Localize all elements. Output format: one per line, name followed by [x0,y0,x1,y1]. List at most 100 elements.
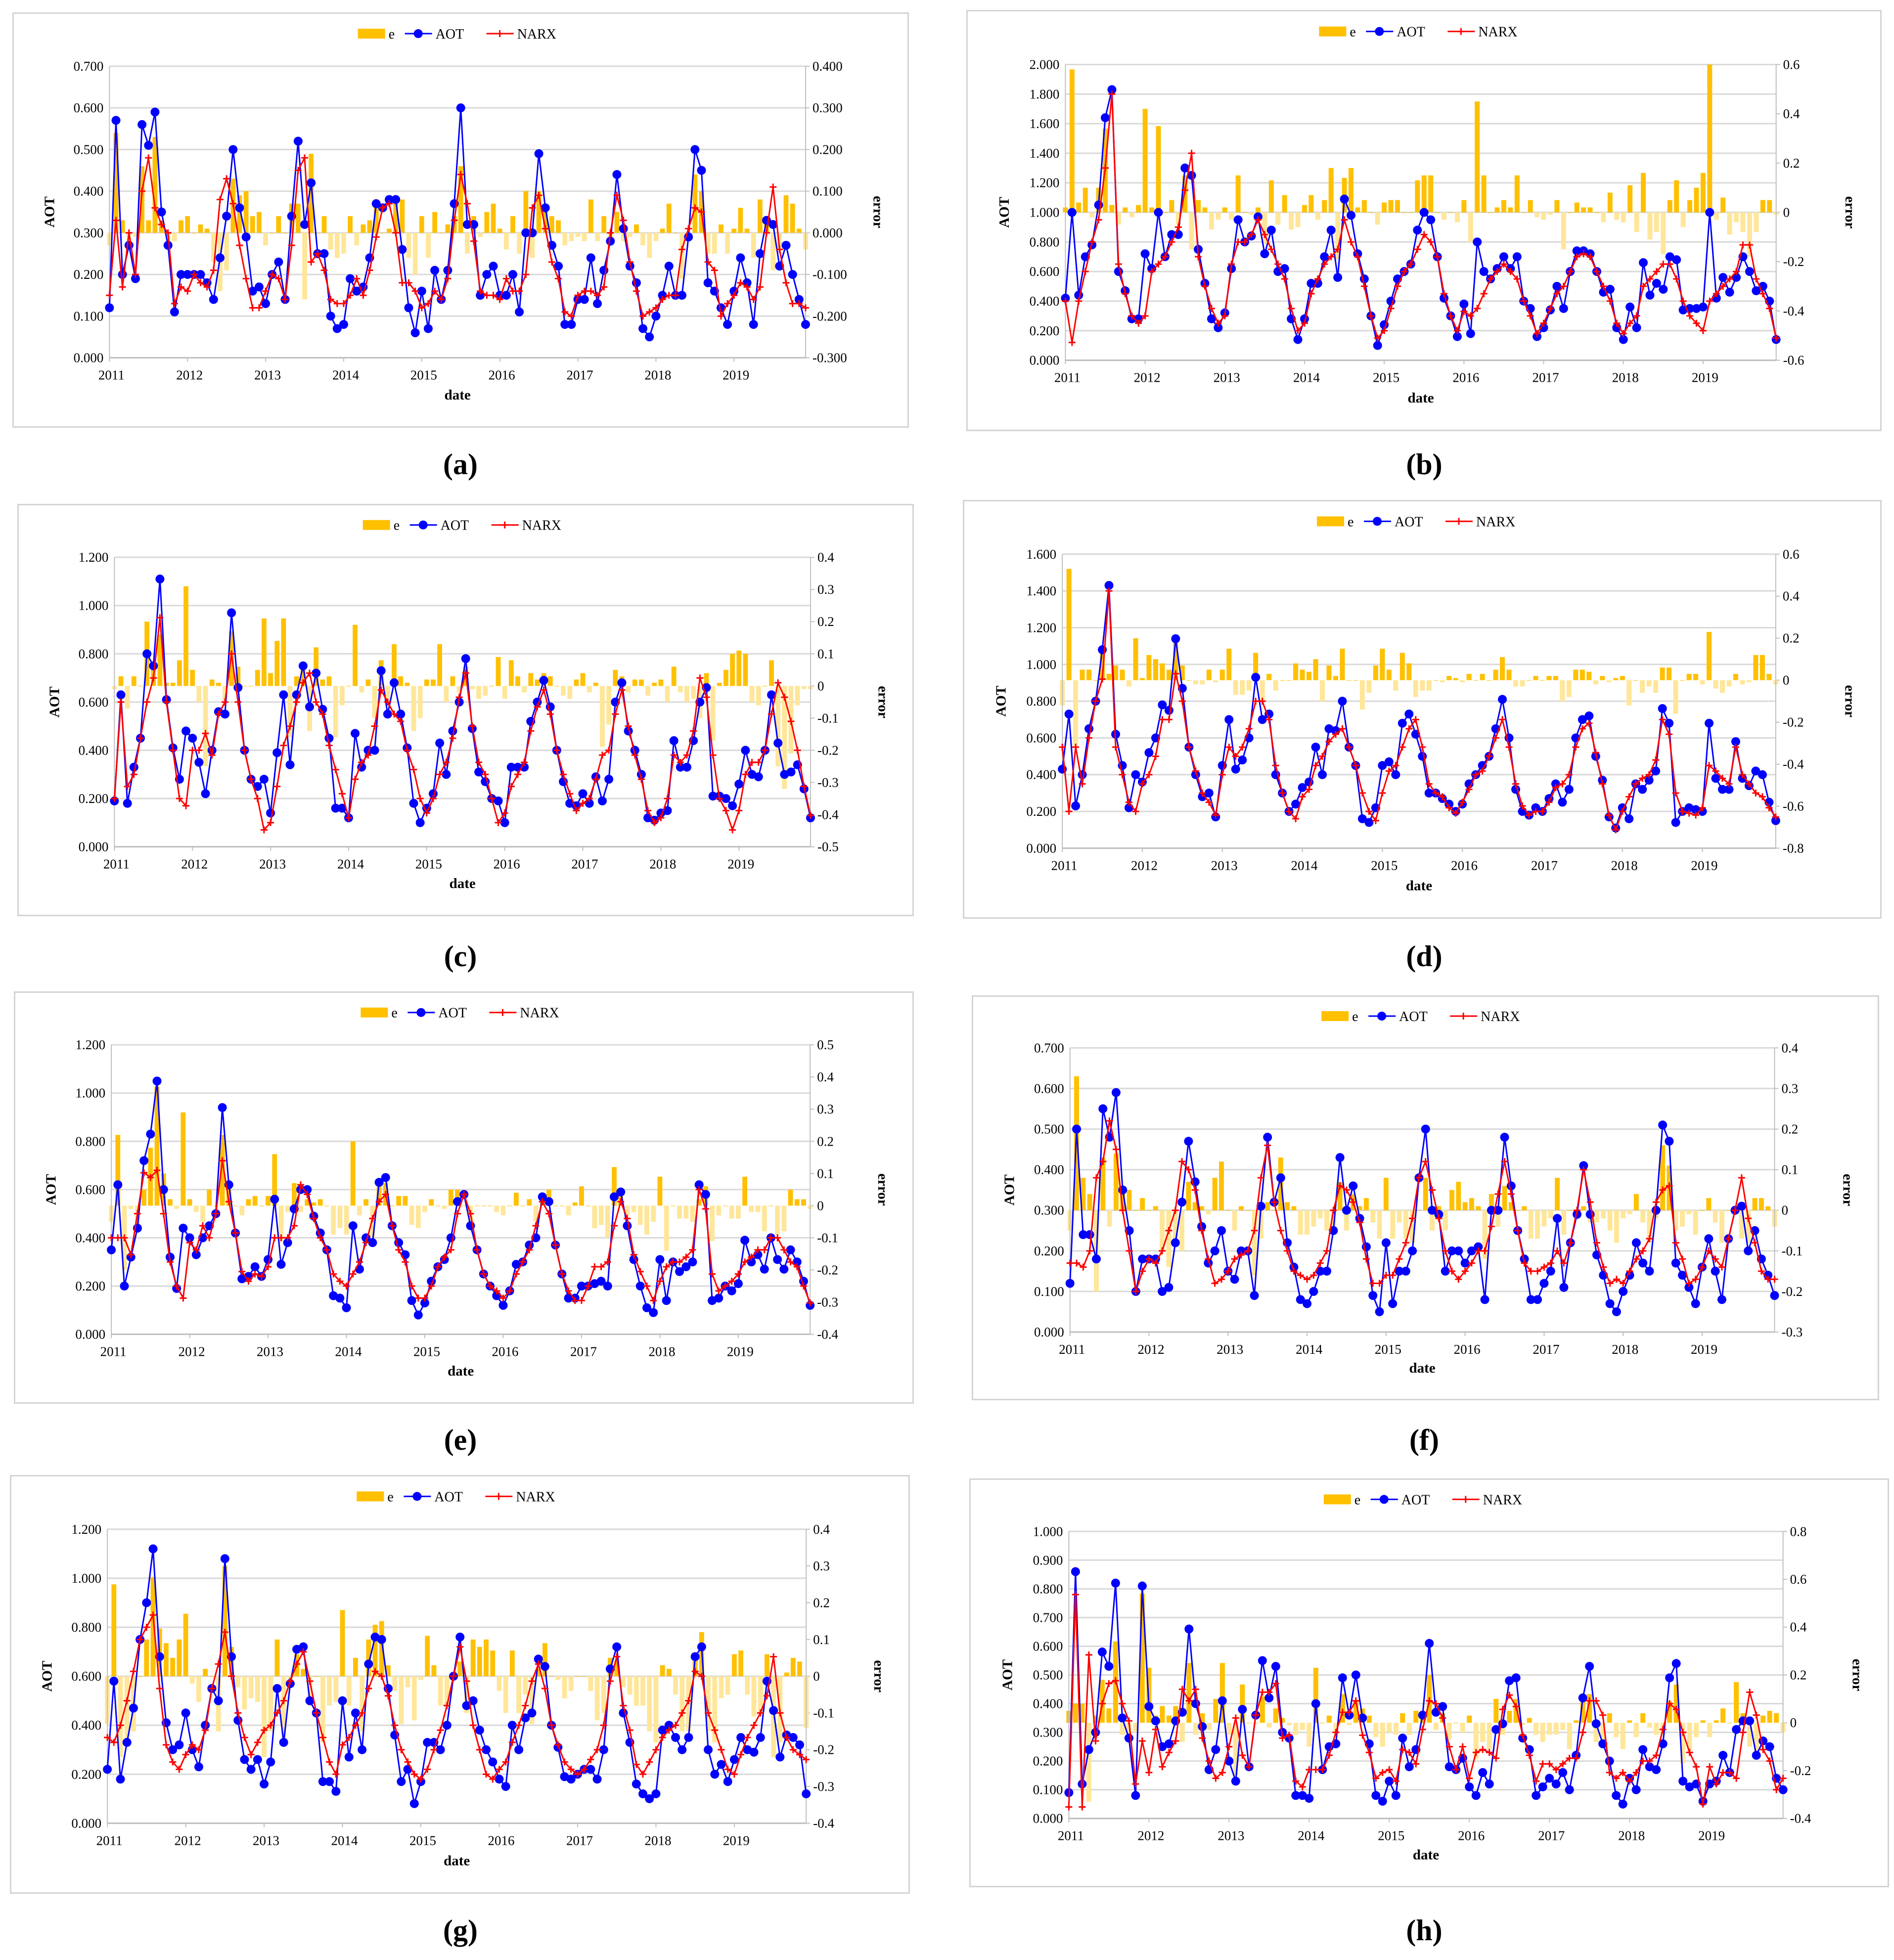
error-bar [1488,1194,1494,1210]
error-bar [340,1610,345,1677]
narx-point [1257,1174,1264,1182]
narx-point [711,267,718,274]
error-bar [1753,655,1759,680]
narx-point [1432,1700,1440,1707]
narx-point [286,722,294,730]
y-tick-label-right: -0.8 [1783,841,1804,855]
aot-point [1454,1246,1463,1255]
error-bar [561,686,566,696]
narx-point [182,802,190,809]
narx-point [652,1746,660,1753]
narx-point [1234,238,1242,246]
aot-point [703,278,713,287]
aot-point [1605,1299,1615,1308]
error-bar [246,1199,251,1206]
error-bar [1686,673,1692,680]
aot-point [1559,304,1568,313]
aot-point [781,241,791,250]
error-bar [523,191,529,233]
narx-point [683,752,691,759]
error-bar [1428,175,1434,213]
aot-point [1324,724,1334,733]
error-bar [1265,1202,1270,1210]
y-tick-label-left: 0.800 [79,646,109,661]
aot-point [218,1103,227,1112]
y-tick-label-right: 0.000 [812,225,843,240]
x-tick-label: 2018 [644,1833,671,1848]
narx-point [1425,780,1433,788]
error-bar [725,1676,730,1695]
error-bar [500,1205,506,1215]
y-axis-title-left: AOT [42,196,57,227]
narx-point [1512,780,1520,788]
error-bar [1720,1708,1726,1723]
error-bar [211,232,216,262]
error-bar [411,1676,417,1721]
narx-point [527,727,535,735]
narx-point [202,730,209,737]
y-tick-label-left: 0.200 [1030,323,1060,338]
aot-point [1498,695,1507,704]
narx-point [574,1771,581,1778]
aot-point [228,145,238,154]
narx-point [1334,246,1342,253]
y-tick-label-left: 1.000 [75,1086,105,1101]
y-tick-label-left: 0.600 [1026,730,1056,745]
aot-point [1107,85,1117,94]
y-axis-title-right: error [1842,196,1858,229]
error-bar [640,232,645,246]
error-bar [1413,680,1418,697]
error-bar [1720,197,1726,213]
narx-point [507,783,515,790]
error-bar [626,686,631,693]
error-bar [450,676,455,686]
error-bar [1469,1198,1474,1210]
aot-point [1218,1696,1227,1705]
narx-point [737,279,744,286]
error-bar [781,1205,787,1232]
aot-point [1612,1307,1621,1316]
narx-point [592,775,599,783]
aot-point [598,796,607,805]
error-bar [1179,1210,1185,1251]
error-bar [281,618,286,686]
error-bar [302,232,307,300]
y-tick-label-left: 0.200 [75,1279,105,1293]
narx-point [521,758,528,766]
y-tick-label-right: 0.5 [817,1037,834,1052]
error-bar [1667,200,1672,213]
aot-point [1256,1202,1265,1211]
legend: e AOT NARX [1323,1492,1522,1508]
aot-point [610,1192,619,1202]
aot-point [603,1281,612,1291]
narx-point [1712,767,1719,775]
error-bar [1213,680,1218,682]
error-bar [1305,1210,1310,1235]
aot-point [671,1733,680,1742]
narx-point [1699,804,1706,811]
narx-point [1435,1215,1443,1222]
aot-point [1338,1673,1347,1683]
error-bar [1322,200,1327,213]
narx-point [1521,1259,1528,1267]
aot-point [564,1293,573,1303]
narx-point [424,300,432,308]
narx-point [652,304,660,312]
y-tick-label-left: 0.500 [1034,1121,1064,1136]
narx-point [1079,780,1086,788]
narx-point [796,1751,803,1758]
aot-point [554,262,563,271]
error-bar [559,1205,565,1206]
narx-point [345,814,352,822]
aot-point [1659,285,1668,294]
y-tick-label-left: 0.300 [74,225,104,240]
error-bar [385,686,390,702]
narx-point [1241,238,1249,246]
aot-point [209,295,218,304]
chart-b: 0.0000.2000.4000.6000.8001.0001.2001.400… [996,25,1858,406]
y-tick-label-right: 0.4 [817,550,834,565]
aot-point [1478,1768,1488,1777]
narx-point [1072,744,1080,751]
narx-point [1105,1680,1113,1687]
narx-point [1739,771,1746,778]
